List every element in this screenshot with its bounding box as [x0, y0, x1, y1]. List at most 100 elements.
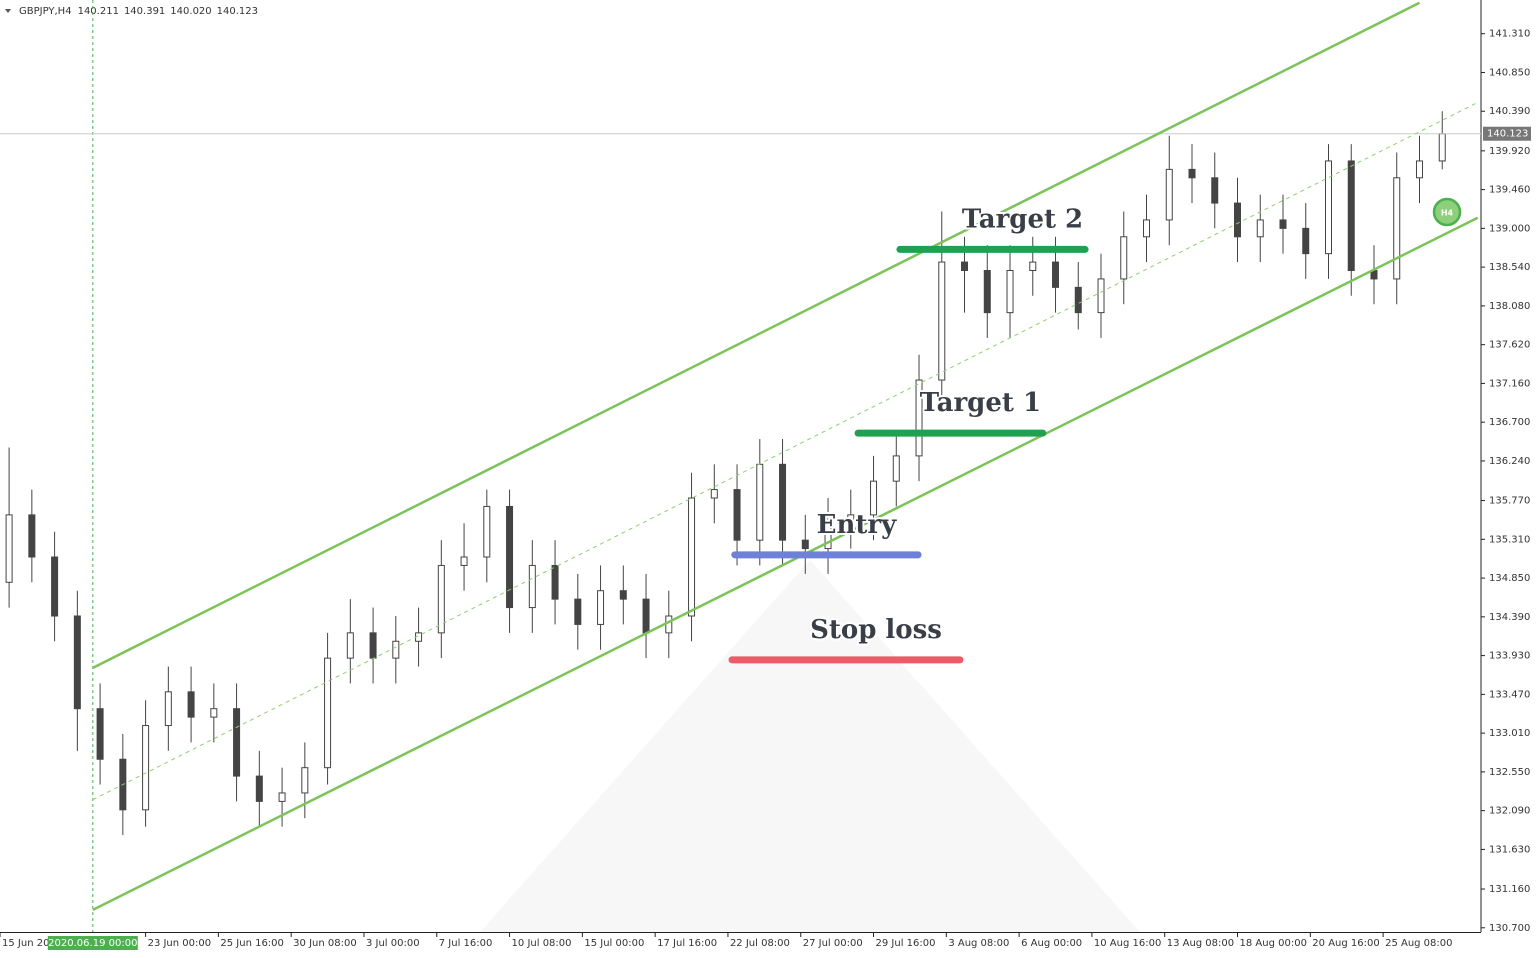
candle-body: [688, 497, 696, 617]
candle-body: [1415, 160, 1423, 179]
y-tick-label: 140.390: [1489, 106, 1530, 117]
candle-body: [1120, 236, 1128, 280]
candle-body: [233, 708, 241, 777]
header-high: 140.391: [124, 6, 165, 17]
candle-body: [210, 708, 218, 718]
x-tick-label: 3 Jul 00:00: [366, 938, 420, 949]
y-tick-label: 132.090: [1489, 806, 1530, 817]
x-tick-label: 25 Aug 08:00: [1385, 938, 1452, 949]
candle-body: [1165, 168, 1173, 221]
candle-body: [824, 522, 832, 550]
y-tick-label: 139.920: [1489, 146, 1530, 157]
collapse-icon[interactable]: [5, 9, 11, 13]
x-tick-label: 27 Jul 00:00: [803, 938, 863, 949]
candle-body: [961, 261, 969, 271]
crosshair-label-bg: [47, 936, 138, 950]
candle-body: [1029, 261, 1037, 271]
candle-body: [1006, 269, 1014, 314]
y-tick-label: 137.160: [1489, 378, 1530, 389]
y-tick-label: 136.700: [1489, 417, 1530, 428]
header: GBPJPY,H4 140.211 140.391 140.020 140.123: [19, 6, 258, 17]
candle-body: [801, 539, 809, 550]
x-tick-label: 18 Aug 00:00: [1240, 938, 1307, 949]
candle-body: [1143, 219, 1151, 238]
x-tick-label: 30 Jun 08:00: [293, 938, 357, 949]
x-tick-label: 15 Jul 00:00: [584, 938, 644, 949]
x-tick-label: 15 Jun 20: [2, 938, 49, 949]
y-tick-label: 136.240: [1489, 456, 1530, 467]
candle-body: [733, 489, 741, 541]
y-tick-label: 138.540: [1489, 262, 1530, 273]
x-tick-label: 20 Aug 16:00: [1312, 938, 1379, 949]
y-tick-label: 133.470: [1489, 689, 1530, 700]
current-price-bg: [1483, 126, 1531, 141]
current-price-label: 140.123: [1487, 129, 1528, 140]
header-low: 140.020: [170, 6, 211, 17]
candle-body: [915, 379, 923, 457]
level-label: Target 2: [962, 204, 1083, 234]
candle-body: [619, 590, 627, 600]
candle-body: [142, 725, 150, 811]
candle-body: [96, 708, 104, 760]
candle-body: [1188, 168, 1196, 179]
candle-body: [187, 691, 195, 718]
x-tick-label: 23 Jun 00:00: [148, 938, 212, 949]
candle-body: [483, 505, 491, 558]
candle-body: [1302, 227, 1310, 255]
header-open: 140.211: [78, 6, 119, 17]
y-tick-label: 130.700: [1489, 923, 1530, 934]
candle-body: [369, 632, 377, 659]
header-close: 140.123: [217, 6, 258, 17]
candle-body: [574, 598, 582, 625]
y-tick-label: 141.310: [1489, 29, 1530, 40]
y-tick-label: 139.460: [1489, 185, 1530, 196]
x-tick-label: 17 Jul 16:00: [657, 938, 717, 949]
y-tick-label: 139.000: [1489, 223, 1530, 234]
y-tick-label: 131.630: [1489, 844, 1530, 855]
candle-body: [938, 261, 946, 381]
level-label: Entry: [817, 510, 897, 540]
candle-body: [756, 463, 764, 541]
badge-label: H4: [1441, 209, 1454, 218]
y-tick-label: 134.850: [1489, 573, 1530, 584]
candle-body: [1052, 261, 1060, 288]
candle-body: [1347, 160, 1355, 271]
y-tick-label: 135.310: [1489, 534, 1530, 545]
candle-body: [437, 564, 445, 634]
candle-body: [301, 767, 309, 794]
x-tick-label: 7 Jul 16:00: [439, 938, 493, 949]
channel-line: [92, 216, 1479, 911]
y-tick-label: 138.080: [1489, 301, 1530, 312]
candle-body: [5, 514, 13, 583]
candle-body: [1211, 177, 1219, 204]
candle-body: [983, 269, 991, 314]
x-tick-label: 22 Jul 08:00: [730, 938, 790, 949]
candle-body: [255, 775, 263, 802]
candle-body: [278, 792, 286, 802]
symbol: GBPJPY,H4: [19, 6, 72, 17]
channel-line: [92, 101, 1479, 801]
candle-body: [1234, 202, 1242, 238]
y-tick-label: 140.850: [1489, 67, 1530, 78]
candle-body: [642, 598, 650, 634]
channel-line: [92, 1, 1421, 669]
candle-body: [28, 514, 36, 558]
candle-body: [460, 556, 468, 566]
candle-body: [346, 632, 354, 659]
candle-body: [779, 463, 787, 541]
candle-body: [847, 514, 855, 524]
candle-body: [710, 489, 718, 499]
y-tick-label: 133.930: [1489, 651, 1530, 662]
candle-body: [164, 691, 172, 727]
y-tick-label: 133.010: [1489, 728, 1530, 739]
candle-body: [1279, 219, 1287, 229]
x-tick-label: 6 Aug 00:00: [1021, 938, 1082, 949]
crosshair-label: 2020.06.19 00:00: [48, 938, 137, 949]
candle-body: [506, 505, 514, 609]
y-tick-label: 131.160: [1489, 884, 1530, 895]
badge-circle: [1432, 197, 1462, 227]
candle-body: [1256, 219, 1264, 238]
level-label: Target 1: [920, 388, 1041, 418]
y-tick-label: 134.390: [1489, 612, 1530, 623]
